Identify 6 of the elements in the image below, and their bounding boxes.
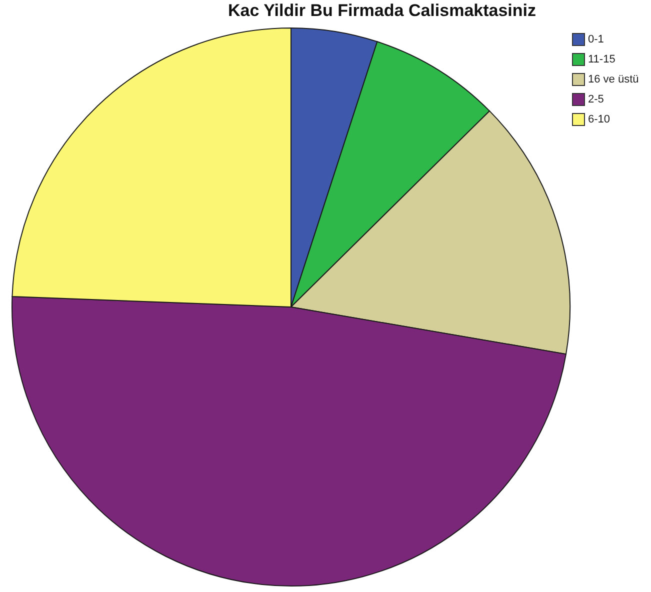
legend-label: 11-15 [588, 54, 616, 66]
legend-label: 2-5 [588, 94, 604, 106]
chart-title: Kac Yildir Bu Firmada Calismaktasiniz [228, 1, 536, 20]
legend-label: 0-1 [588, 34, 604, 46]
legend-label: 16 ve üstü [588, 74, 639, 86]
legend-label: 6-10 [588, 114, 610, 126]
